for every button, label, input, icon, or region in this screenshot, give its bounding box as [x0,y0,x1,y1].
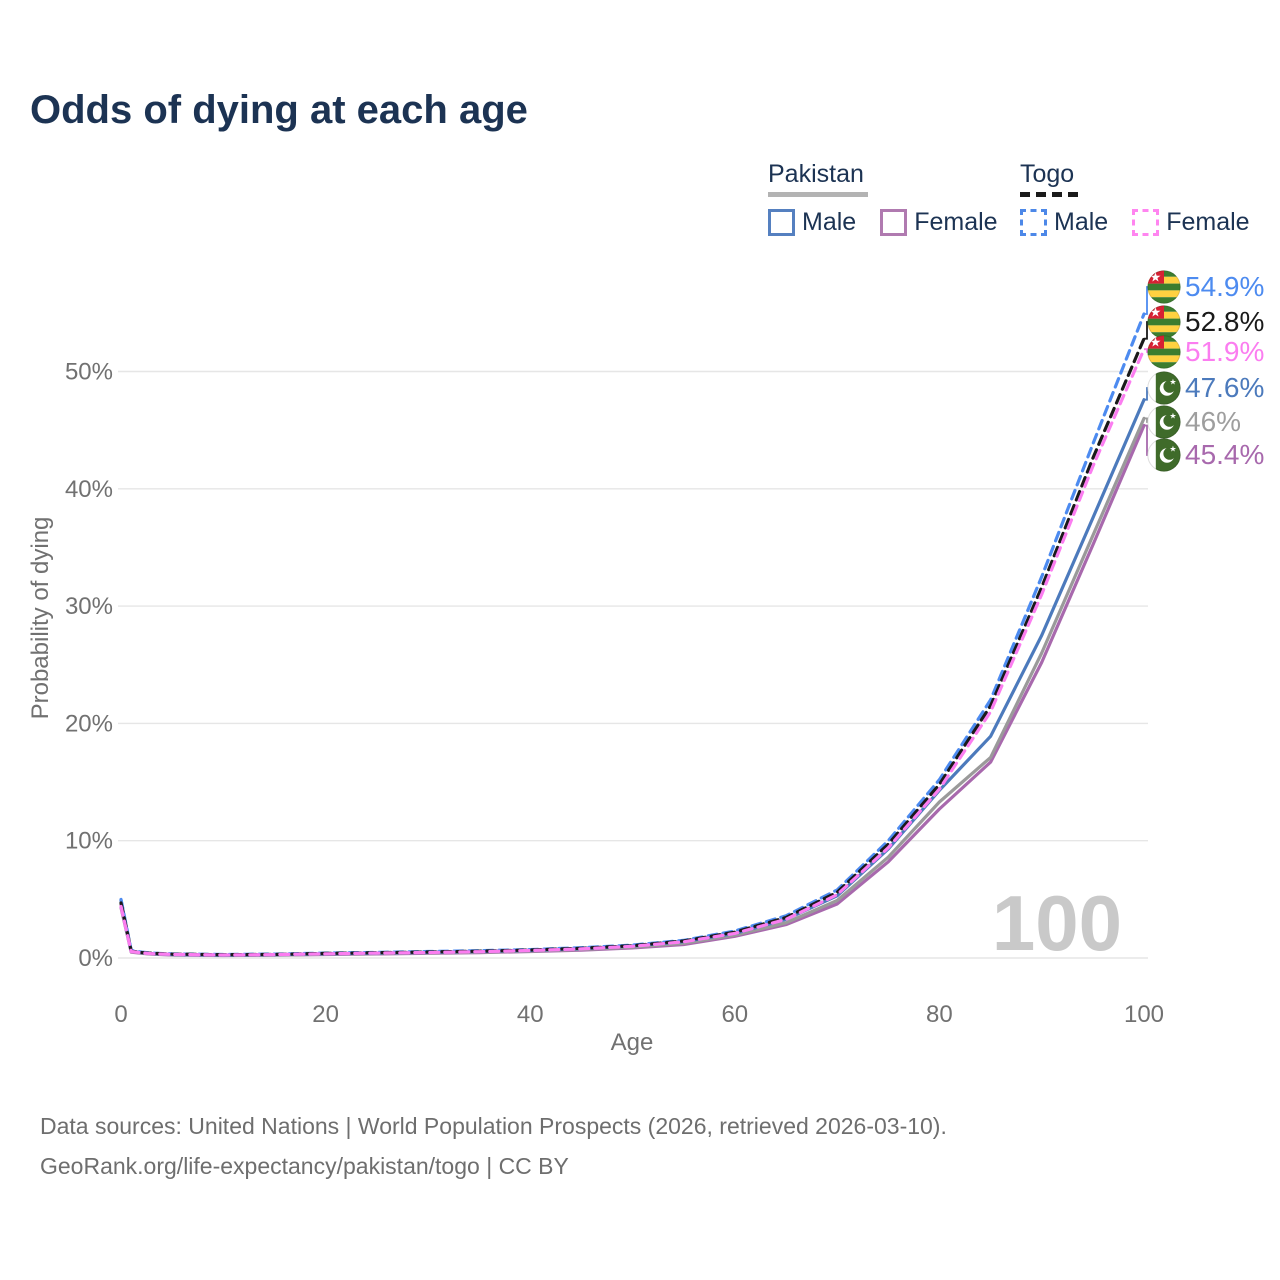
page-title: Odds of dying at each age [30,88,528,132]
end-label-togo-male: ★ 54.9% [1147,270,1264,304]
svg-text:★: ★ [1169,378,1176,387]
end-label-value: 45.4% [1185,439,1265,470]
togo-female-swatch-icon [1132,209,1160,236]
legend-group-label: Togo [1020,160,1075,188]
y-axis-title: Probability of dying [27,517,54,720]
legend-group-title-togo[interactable]: Togo [1020,160,1274,197]
pakistan-flag-icon: ★ [1147,405,1181,439]
y-tick-label: 0% [78,945,113,972]
legend-entry-pakistan-male[interactable]: Male [768,208,856,237]
series-line-togo-male[interactable] [119,312,1146,957]
svg-text:★: ★ [1150,271,1162,286]
y-tick-label: 50% [65,359,113,386]
end-label-value: 46% [1185,406,1242,437]
legend-group-label: Pakistan [768,160,864,188]
end-label-togo-female: ★ 51.9% [1147,335,1264,369]
togo-line-style-swatch [1020,192,1078,197]
series-line-pakistan-female[interactable] [119,423,1146,958]
legend-entry-pakistan-female[interactable]: Female [880,208,998,237]
legend-group-togo: Togo Male Female [1020,160,1274,237]
legend-entry-label: Male [1054,208,1109,236]
legend-entries-togo: Male Female [1020,208,1274,237]
pakistan-line-style-swatch [768,192,868,197]
series-line-pakistan-male[interactable] [119,398,1146,957]
footer-attribution-line: GeoRank.org/life-expectancy/pakistan/tog… [40,1153,569,1179]
x-axis-title: Age [611,1029,654,1056]
x-tick-label: 80 [926,1001,953,1028]
x-tick-label: 0 [114,1001,127,1028]
togo-flag-icon: ★ [1147,335,1181,369]
end-label-value: 47.6% [1185,372,1265,403]
legend-entry-label: Female [914,208,998,236]
pakistan-male-swatch-icon [768,209,795,236]
end-label-pakistan-both: ★ 46% [1147,405,1241,439]
end-label-value: 51.9% [1185,336,1265,367]
legend-entry-togo-female[interactable]: Female [1132,208,1250,237]
legend-group-pakistan: Pakistan Male Female [768,160,1022,237]
y-tick-label: 10% [65,828,113,855]
series-line-togo-female[interactable] [119,347,1146,957]
togo-flag-icon: ★ [1147,305,1181,339]
svg-text:★: ★ [1150,306,1162,321]
pakistan-flag-icon: ★ [1147,371,1181,405]
x-tick-label: 20 [312,1001,339,1028]
svg-text:★: ★ [1169,412,1176,421]
end-label-pakistan-male: ★ 47.6% [1147,371,1264,405]
x-tick-label: 60 [721,1001,748,1028]
togo-male-swatch-icon [1020,209,1047,236]
pakistan-female-swatch-icon [880,209,908,236]
series-line-togo-both[interactable] [119,337,1146,957]
end-label-value: 54.9% [1185,271,1265,302]
end-label-value: 52.8% [1185,306,1265,337]
svg-text:★: ★ [1169,445,1176,454]
legend-entry-togo-male[interactable]: Male [1020,208,1108,237]
togo-flag-icon: ★ [1147,270,1181,304]
legend-group-title-pakistan[interactable]: Pakistan [768,160,1022,197]
x-tick-label: 100 [1124,1001,1164,1028]
svg-text:★: ★ [1150,336,1162,351]
legend-entry-label: Female [1166,208,1250,236]
y-tick-label: 40% [65,476,113,503]
y-tick-label: 20% [65,710,113,737]
legend-entry-label: Male [802,208,857,236]
end-label-togo-both: ★ 52.8% [1147,305,1264,339]
end-label-pakistan-female: ★ 45.4% [1147,438,1264,472]
series-line-pakistan-both[interactable] [119,416,1146,957]
y-tick-label: 30% [65,593,113,620]
age-counter-watermark: 100 [992,879,1122,967]
x-tick-label: 40 [517,1001,544,1028]
chart-footer: Data sources: United Nations | World Pop… [40,1106,947,1186]
legend-entries-pakistan: Male Female [768,208,1022,237]
pakistan-flag-icon: ★ [1147,438,1181,472]
footer-source-line: Data sources: United Nations | World Pop… [40,1113,947,1139]
